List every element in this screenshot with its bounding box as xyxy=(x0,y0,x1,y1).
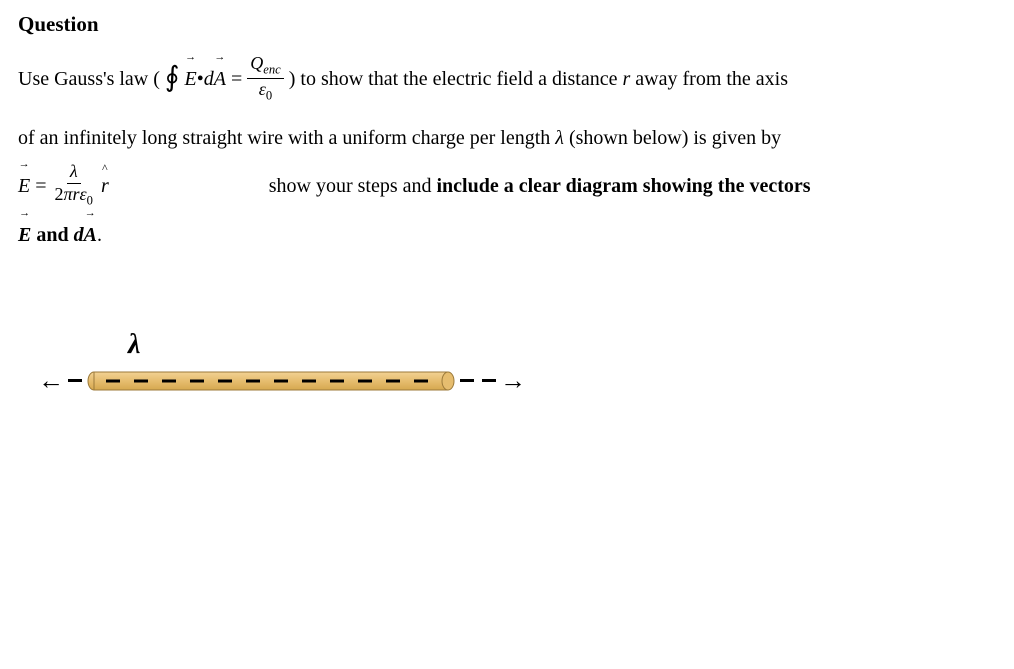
equals: = xyxy=(231,68,247,90)
d: d xyxy=(204,68,214,90)
flux-expr: E•dA xyxy=(185,68,231,90)
prompt-line-3: E = λ 2πrε0 r show your steps and includ… xyxy=(18,162,996,211)
period: . xyxy=(97,224,102,246)
vec-A-bold: A xyxy=(84,211,97,259)
dash-line xyxy=(460,379,474,382)
r: r xyxy=(73,184,80,204)
r-hat: r xyxy=(101,162,109,210)
text: of an infinitely long straight wire with… xyxy=(18,127,555,149)
eps: ε xyxy=(259,79,266,99)
zero-sub: 0 xyxy=(266,89,272,103)
two: 2 xyxy=(55,184,64,204)
text: away from the axis xyxy=(630,68,788,90)
arrow-left-icon: ← xyxy=(38,368,64,394)
prompt-line-2: of an infinitely long straight wire with… xyxy=(18,114,996,162)
bold-instruction: include a clear diagram showing the vect… xyxy=(437,175,811,197)
vec-A: A xyxy=(214,55,226,103)
dash-line xyxy=(68,379,82,382)
question-heading: Question xyxy=(18,12,996,37)
wire-row: ← xyxy=(38,369,996,393)
prompt-line-4: E and dA. xyxy=(18,211,996,259)
text: show your steps and xyxy=(269,175,437,197)
dash-line xyxy=(482,379,496,382)
wire-body xyxy=(86,371,456,391)
enc-sub: enc xyxy=(263,62,280,76)
text: Use Gauss's law ( xyxy=(18,68,160,90)
num-lambda: λ xyxy=(67,162,81,184)
vec-E-bold: E xyxy=(18,211,31,259)
lambda-var: λ xyxy=(555,127,564,149)
dot: • xyxy=(197,68,204,90)
Q: Q xyxy=(250,53,263,73)
E-formula: E = λ 2πrε0 r xyxy=(18,175,114,197)
prompt-line-1: Use Gauss's law ( ∮ E•dA = Qenc ε0 ) to … xyxy=(18,47,996,114)
pi: π xyxy=(64,184,73,204)
d: d xyxy=(74,224,84,246)
integral-symbol: ∮ xyxy=(165,44,180,111)
text: (shown below) is given by xyxy=(564,127,781,149)
q-over-eps0: Qenc ε0 xyxy=(247,54,283,104)
text: ) to show that the electric field a dist… xyxy=(289,68,623,90)
lambda-label: λ xyxy=(128,329,996,361)
and: and xyxy=(36,224,73,246)
vec-E: E xyxy=(185,55,197,103)
equals: = xyxy=(35,175,51,197)
arrow-right-icon: → xyxy=(500,368,526,394)
wire-diagram: λ ← xyxy=(38,329,996,393)
